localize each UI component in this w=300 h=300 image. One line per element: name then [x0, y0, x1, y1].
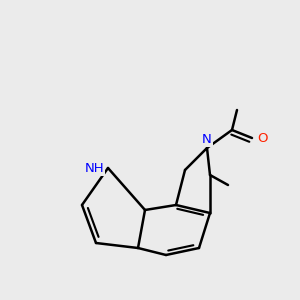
Text: NH: NH	[84, 161, 104, 175]
Text: N: N	[202, 133, 212, 146]
Text: O: O	[257, 131, 268, 145]
